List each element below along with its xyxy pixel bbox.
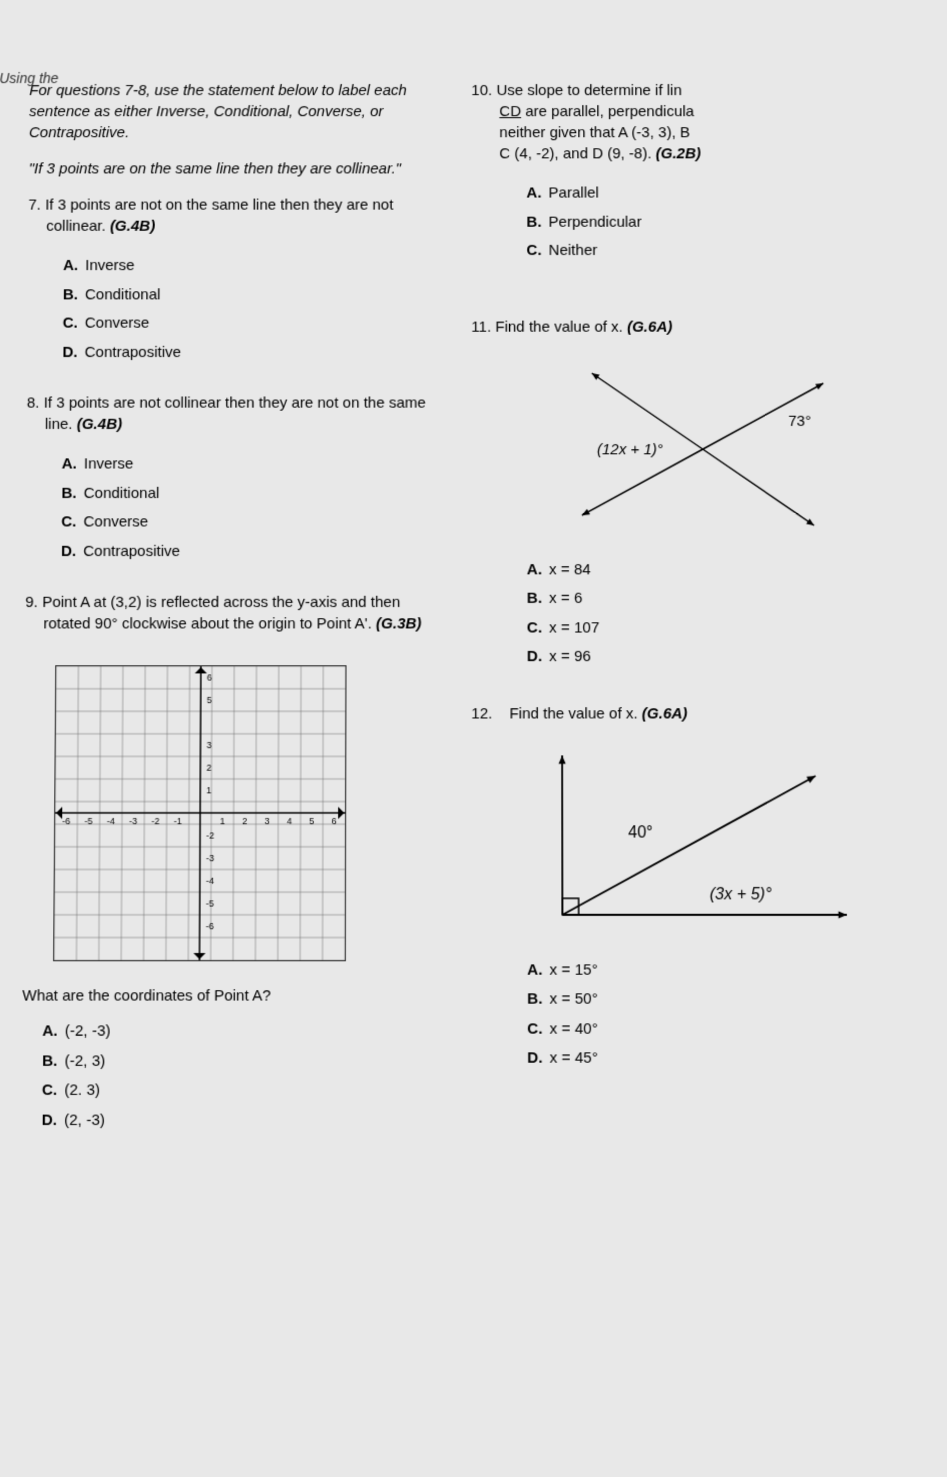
q10-line1: Use slope to determine if lin [496,82,681,99]
svg-text:(3x + 5)°: (3x + 5)° [710,885,773,903]
q10-option-b: B.Perpendicular [527,208,919,237]
q10-line4: C (4, -2), and D (9, -8). [499,145,651,162]
svg-text:-3: -3 [206,853,214,863]
question-11: 11. Find the value of x. (G.6A) [471,316,919,337]
svg-text:5: 5 [207,695,212,705]
question-12: 12. Find the value of x. (G.6A) [471,703,922,725]
right-column: 10. Use slope to determine if lin CD are… [471,80,926,1161]
svg-text:-6: -6 [206,921,214,931]
q12-option-a: A.x = 15° [527,956,924,985]
grid-svg: -6 -5 -4 -3 -2 -1 1 2 3 4 5 6 6 5 3 2 1 -2 -3 -4 -5 -6 [54,666,345,960]
q11-option-c: C.x = 107 [527,614,922,643]
q10-option-a: A.Parallel [527,179,919,208]
svg-text:2: 2 [242,816,247,826]
q10-option-c: C.Neither [527,237,919,266]
q8-option-b: B.Conditional [61,479,441,508]
q10-options: A.Parallel B.Perpendicular C.Neither [527,179,920,265]
q11-text: Find the value of x. [495,318,622,335]
svg-text:2: 2 [206,763,211,773]
q7-standard: (G.4B) [110,218,155,235]
q12-standard: (G.6A) [642,705,688,722]
q9-text: Point A at (3,2) is reflected across the… [42,594,400,633]
worksheet-page: Using the For questions 7-8, use the sta… [0,0,947,1477]
q12-option-b: B.x = 50° [527,985,925,1014]
svg-text:40°: 40° [629,824,654,841]
q7-option-a: A.Inverse [63,252,441,281]
instructions-7-8: For questions 7-8, use the statement bel… [29,80,441,143]
two-column-layout: For questions 7-8, use the statement bel… [21,80,926,1161]
svg-text:1: 1 [220,816,225,826]
q7-options: A.Inverse B.Conditional C.Converse D.Con… [62,252,441,367]
q10-line3: neither given that A (-3, 3), B [499,124,690,141]
q9-option-d: D.(2, -3) [42,1106,441,1136]
q11-option-a: A.x = 84 [527,556,922,585]
question-12-block: 12. Find the value of x. (G.6A) 40° (3x +… [471,703,925,1074]
q10-standard: (G.2B) [656,145,701,162]
q7-number: 7. [28,197,41,214]
q11-diagram: (12x + 1)° 73° [502,352,866,545]
left-column: For questions 7-8, use the statement bel… [21,80,441,1161]
svg-text:6: 6 [207,672,212,682]
question-10-block: 10. Use slope to determine if lin CD are… [471,80,919,266]
q8-option-d: D.Contrapositive [61,537,441,566]
svg-text:-4: -4 [206,876,214,886]
q11-option-b: B.x = 6 [527,585,922,614]
q8-number: 8. [27,394,40,411]
svg-text:-5: -5 [206,898,214,908]
svg-text:-2: -2 [206,830,214,840]
corner-text: Using the [0,70,59,86]
q12-text: Find the value of x. [509,705,637,722]
svg-text:3: 3 [265,816,270,826]
q9-option-b: B.(-2, 3) [42,1047,441,1077]
svg-text:-6: -6 [62,816,70,826]
question-8: 8. If 3 points are not collinear then th… [27,392,442,435]
q12-options: A.x = 15° B.x = 50° C.x = 40° D.x = 45° [527,956,925,1074]
q12-number: 12. [471,705,492,722]
q10-cd: CD [499,103,521,120]
question-10: 10. Use slope to determine if lin CD are… [471,80,918,164]
q9-option-c: C.(2. 3) [42,1076,441,1106]
question-11-block: 11. Find the value of x. (G.6A) (12x + 1… [471,316,922,672]
q9-number: 9. [25,594,38,611]
q10-line2: are parallel, perpendicula [525,103,694,120]
q8-standard: (G.4B) [77,416,122,433]
q11-standard: (G.6A) [627,318,672,335]
svg-text:1: 1 [206,785,211,795]
svg-text:-1: -1 [174,816,182,826]
q7-option-c: C.Converse [63,309,442,338]
svg-text:6: 6 [331,816,336,826]
q7-option-b: B.Conditional [63,281,441,310]
q9-standard: (G.3B) [376,615,422,632]
q8-option-a: A.Inverse [62,450,442,479]
q9-prompt: What are the coordinates of Point A? [22,987,441,1005]
q8-options: A.Inverse B.Conditional C.Converse D.Con… [61,450,441,566]
svg-text:-2: -2 [151,816,159,826]
question-9: 9. Point A at (3,2) is reflected across … [25,592,441,635]
q11-options: A.x = 84 B.x = 6 C.x = 107 D.x = 96 [527,556,922,672]
q7-option-d: D.Contrapositive [62,338,441,367]
q9-option-a: A.(-2, -3) [42,1017,441,1047]
svg-text:-4: -4 [107,816,115,826]
q12-option-c: C.x = 40° [527,1015,925,1045]
svg-text:5: 5 [309,816,314,826]
svg-text:-3: -3 [129,816,137,826]
q9-options: A.(-2, -3) B.(-2, 3) C.(2. 3) D.(2, -3) [42,1017,441,1135]
q12-diagram: 40° (3x + 5)° [532,739,878,934]
q11-number: 11. [471,318,491,335]
q12-option-d: D.x = 45° [527,1044,925,1074]
q11-option-d: D.x = 96 [527,643,922,672]
q7-text: If 3 points are not on the same line the… [45,197,393,235]
q10-number: 10. [471,82,492,99]
svg-text:4: 4 [287,816,292,826]
svg-text:73°: 73° [789,412,812,429]
coordinate-grid: -6 -5 -4 -3 -2 -1 1 2 3 4 5 6 6 5 3 2 1 -2 -3 -4 -5 -6 [53,665,346,961]
svg-text:-5: -5 [84,816,92,826]
svg-text:3: 3 [207,740,212,750]
q8-option-c: C.Converse [61,508,441,537]
question-7: 7. If 3 points are not on the same line … [28,195,441,237]
conditional-statement: "If 3 points are on the same line then t… [29,158,442,179]
svg-text:(12x + 1)°: (12x + 1)° [597,441,663,458]
